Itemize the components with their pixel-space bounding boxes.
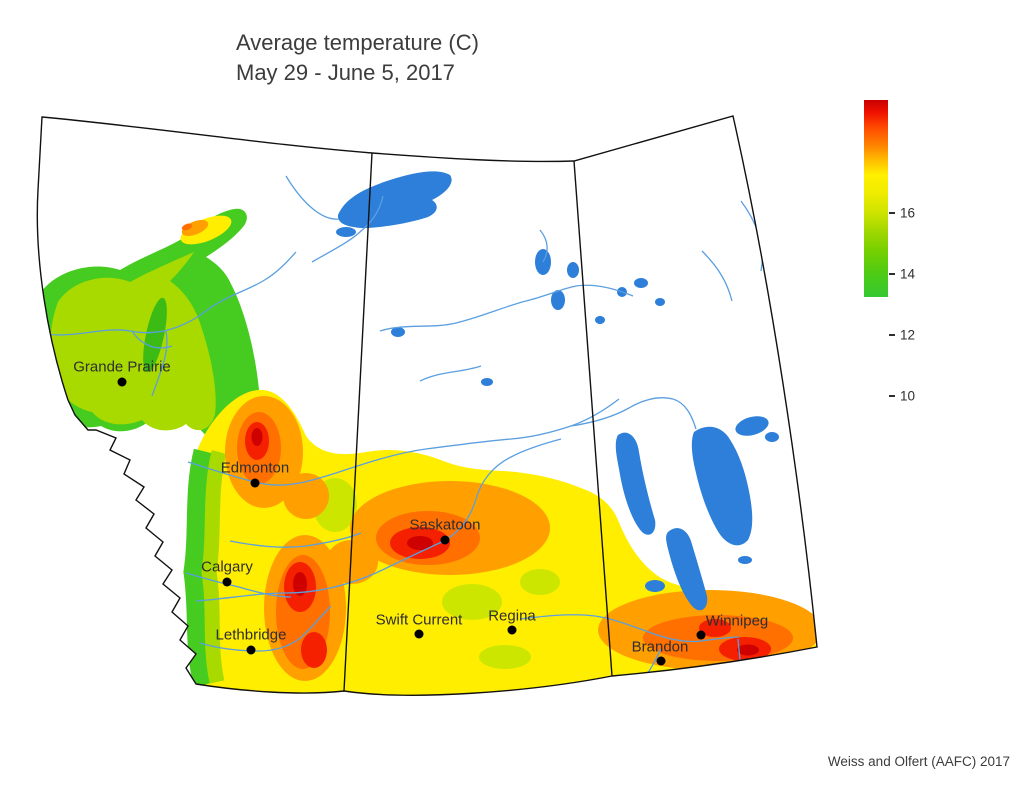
- city-dot: [507, 625, 517, 635]
- map-title-line1: Average temperature (C): [236, 30, 479, 55]
- city-label: Grande Prairie: [73, 358, 171, 376]
- legend-tick-label: 16: [900, 205, 916, 221]
- city-dot: [696, 630, 706, 640]
- legend-tick-mark: [889, 334, 895, 336]
- map-title: Average temperature (C) May 29 - June 5,…: [236, 28, 479, 88]
- city-label: Swift Current: [375, 611, 463, 629]
- city-label: Brandon: [631, 638, 689, 656]
- province-borders: [36, 115, 818, 696]
- map-title-line2: May 29 - June 5, 2017: [236, 60, 455, 85]
- city-dot: [246, 645, 256, 655]
- city-label: Winnipeg: [705, 612, 769, 630]
- attribution-text: Weiss and Olfert (AAFC) 2017: [827, 754, 1010, 769]
- border-saskatchewan-manitoba: [573, 160, 613, 677]
- city-dot: [414, 629, 424, 639]
- legend-tick-label: 12: [900, 327, 916, 343]
- lakes: [336, 171, 815, 611]
- city-label: Edmonton: [220, 459, 290, 477]
- city-label: Lethbridge: [215, 626, 287, 644]
- city-dot: [222, 577, 232, 587]
- legend-tick-label: 10: [900, 388, 916, 404]
- legend-colorbar: [864, 100, 888, 297]
- border-alberta-saskatchewan: [343, 152, 373, 692]
- legend-tick-mark: [889, 212, 895, 214]
- city-dot: [117, 377, 127, 387]
- legend-tick-mark: [889, 395, 895, 397]
- city-dot: [656, 656, 666, 666]
- city-dot: [250, 478, 260, 488]
- city-dot: [440, 535, 450, 545]
- city-label: Saskatoon: [409, 516, 481, 534]
- city-label: Calgary: [201, 558, 253, 576]
- temperature-legend: 16 14 12 10: [864, 100, 994, 404]
- legend-tick-label: 14: [900, 266, 916, 282]
- city-label: Regina: [488, 607, 536, 625]
- legend-tick-mark: [889, 273, 895, 275]
